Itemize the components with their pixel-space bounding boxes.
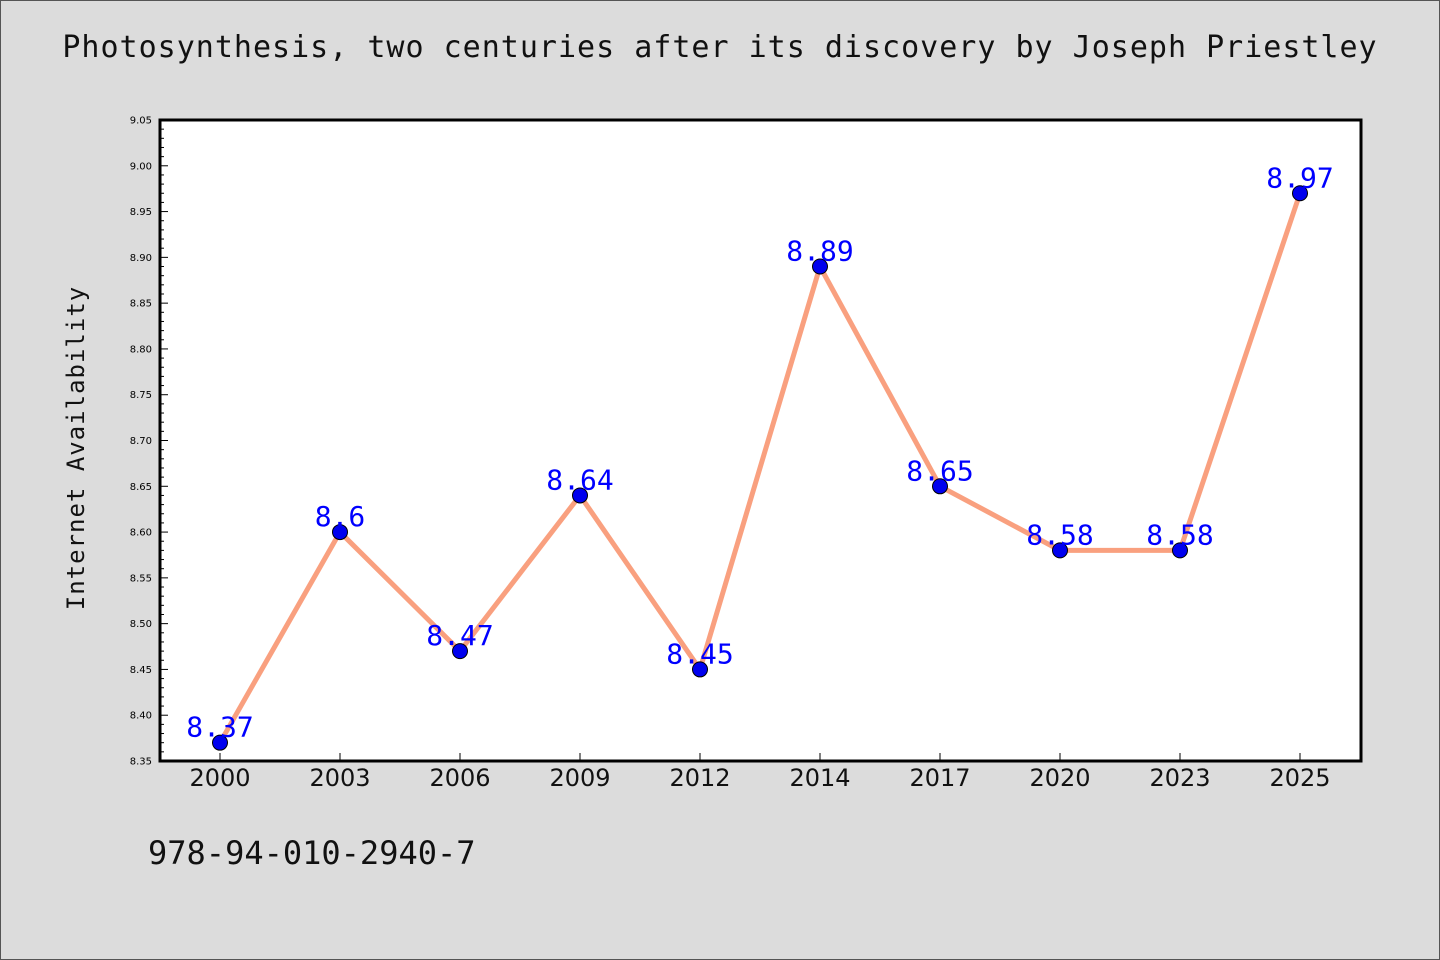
plot-frame: [158, 118, 1363, 763]
data-labels: 8.37 8.6 8.47 8.64 8.45 8.89 8.65 8.58 8.58 8.97: [186, 161, 1333, 743]
data-label: 8.65: [906, 454, 973, 487]
data-point: [332, 524, 348, 541]
y-tick-label: 8.50: [130, 619, 152, 630]
data-point: [812, 258, 828, 275]
y-tick-label: 8.95: [130, 207, 152, 218]
x-tick-label: 2000: [189, 764, 250, 792]
y-tick-label: 8.40: [130, 711, 152, 722]
y-tick-label: 9.05: [130, 116, 152, 127]
data-label: 8.97: [1266, 161, 1333, 194]
footer-code: 978-94-010-2940-7: [148, 834, 476, 872]
data-label: 8.47: [426, 619, 493, 652]
x-tick-label: 2020: [1029, 764, 1090, 792]
data-point: [1172, 542, 1188, 559]
y-tick-label: 8.35: [130, 757, 152, 768]
y-tick-label: 8.80: [130, 344, 152, 355]
data-label: 8.45: [666, 637, 733, 670]
y-tick-label: 8.45: [130, 665, 152, 676]
x-tick-label: 2017: [909, 764, 970, 792]
data-label: 8.6: [315, 500, 366, 533]
data-point: [1292, 185, 1308, 202]
data-point: [452, 643, 468, 660]
y-tick-label: 8.65: [130, 482, 152, 493]
x-tick-label: 2014: [789, 764, 850, 792]
x-tick-label: 2003: [309, 764, 370, 792]
data-point: [932, 478, 948, 495]
x-tick-label: 2009: [549, 764, 610, 792]
y-tick-label: 8.55: [130, 573, 152, 584]
data-label: 8.89: [786, 235, 853, 268]
series-markers: [212, 185, 1308, 751]
data-label: 8.58: [1026, 518, 1093, 551]
x-tick-label: 2023: [1149, 764, 1210, 792]
y-tick-label: 8.60: [130, 528, 152, 539]
data-point: [1052, 542, 1068, 559]
y-tick-label: 9.00: [130, 161, 152, 172]
y-axis-ticks: 8.35 8.40 8.45 8.50 8.55 8.60 8.65 8.70 8.75 8.80…: [130, 116, 168, 768]
y-tick-label: 8.90: [130, 253, 152, 264]
y-tick-label: 8.70: [130, 436, 152, 447]
data-label: 8.58: [1146, 518, 1213, 551]
y-tick-label: 8.75: [130, 390, 152, 401]
series-line: [217, 192, 1303, 744]
chart-title: Photosynthesis, two centuries after its …: [62, 30, 1378, 65]
x-tick-label: 2025: [1269, 764, 1330, 792]
x-tick-label: 2006: [429, 764, 490, 792]
data-label: 8.37: [186, 711, 253, 744]
plot-area: [160, 120, 1361, 761]
data-point: [212, 734, 228, 751]
y-tick-label: 8.85: [130, 299, 152, 310]
data-label: 8.64: [546, 463, 613, 496]
data-point: [692, 661, 708, 678]
data-point: [572, 487, 588, 504]
x-axis-ticks: 2000 2003 2006 2009 2012 2014 2017 2020 2023 2025: [189, 753, 1331, 792]
x-tick-label: 2012: [669, 764, 730, 792]
